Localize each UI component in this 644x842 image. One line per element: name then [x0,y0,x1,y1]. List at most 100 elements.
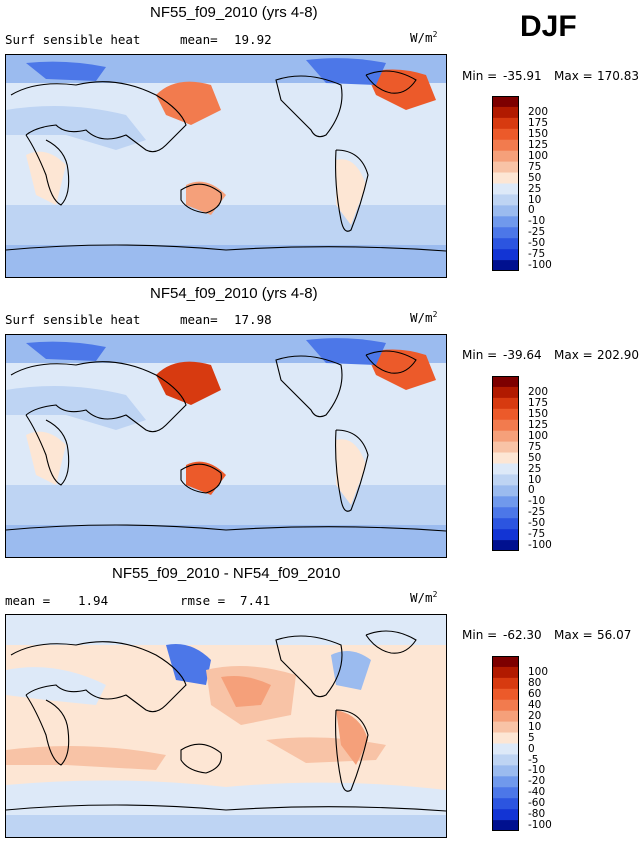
colorbar-swatch [492,787,519,799]
panel3-min-label: Min = [462,628,498,642]
colorbar-swatch [492,216,519,228]
units-exponent: 2 [432,30,438,39]
panel1-field-name: Surf sensible heat [5,32,141,47]
colorbar-level-label: -100 [528,539,552,552]
colorbar-level-label: -10 [528,495,546,508]
colorbar-swatch [492,666,519,679]
colorbar-level-label: -100 [528,259,552,272]
colorbar-swatch [492,732,519,744]
colorbar-swatch [492,798,519,810]
units-base: W/m [410,310,433,326]
panel2-map [5,334,447,558]
colorbar-level-label: -20 [528,775,546,788]
colorbar-level-label: -40 [528,786,546,799]
colorbar-swatch [492,260,519,272]
colorbar-swatch [492,249,519,261]
colorbar-border [492,96,519,271]
season-label: DJF [520,10,577,43]
panel2-field-name: Surf sensible heat [5,312,141,327]
colorbar-swatch [492,820,519,832]
colorbar-swatch [492,710,519,722]
colorbar-swatch [492,117,519,130]
colorbar-level-label: 100 [528,429,549,442]
colorbar-swatch [492,205,519,217]
colorbar-swatch [492,238,519,250]
panel1-colorbar [492,96,519,272]
colorbar-swatch [492,408,519,421]
colorbar-swatch [492,172,519,184]
panel2-mean-value: 17.98 [234,312,272,327]
colorbar-swatch [492,430,519,442]
units-exponent: 2 [432,590,438,599]
colorbar-swatch [492,688,519,701]
panel3-max-label: Max = [554,628,593,642]
colorbar-level-label: -25 [528,506,546,519]
panel3-mean-label: mean = [5,593,51,608]
colorbar-swatch [492,161,519,173]
colorbar-swatch [492,194,519,206]
colorbar-level-label: 200 [528,106,549,118]
colorbar-level-label: 150 [528,127,549,140]
colorbar-level-label: 200 [528,386,549,398]
colorbar-level-label: 125 [528,418,549,431]
colorbar-level-label: 80 [528,676,542,689]
colorbar-swatch [492,540,519,552]
panel1-map [5,54,447,278]
colorbar-swatch [492,656,519,668]
panel3-rmse-label: rmse = [180,593,226,608]
colorbar-swatch [492,474,519,486]
panel1-max-label: Max = [554,69,593,83]
colorbar-swatches [492,376,519,552]
colorbar-swatch [492,128,519,141]
colorbar-border [492,656,519,831]
colorbar-level-label: -10 [528,215,546,228]
colorbar-swatch [492,452,519,464]
panel2-colorbar [492,376,519,552]
panel1-min-label: Min = [462,69,498,83]
colorbar-level-label: -25 [528,226,546,239]
colorbar-swatches [492,656,519,832]
colorbar-swatch [492,376,519,388]
colorbar-level-label: -5 [528,753,539,766]
colorbar-level-label: 60 [528,687,542,700]
colorbar-swatch [492,96,519,108]
colorbar-level-label: 20 [528,709,542,722]
colorbar-level-label: 175 [528,396,549,409]
panel1-mean-value: 19.92 [234,32,272,47]
colorbar-swatch [492,183,519,195]
colorbar-level-label: 10 [528,473,542,486]
colorbar-swatch [492,529,519,541]
colorbar-border [492,376,519,551]
colorbar-swatch [492,765,519,777]
panel3-rmse-value: 7.41 [240,593,271,608]
panel1-mean-label: mean= [180,32,218,47]
colorbar-level-label: 100 [528,666,549,678]
colorbar-swatch [492,699,519,711]
colorbar-swatch [492,397,519,410]
colorbar-level-label: 10 [528,193,542,206]
colorbar-swatch [492,150,519,162]
panel2-max-value: 202.90 [597,348,639,362]
colorbar-level-label: -75 [528,248,546,261]
panel3-map [5,614,447,838]
colorbar-swatch [492,754,519,766]
colorbar-level-label: -50 [528,237,546,250]
colorbar-swatch [492,106,519,119]
colorbar-level-label: 25 [528,182,542,195]
panel3-max-value: 56.07 [597,628,632,642]
units-exponent: 2 [432,310,438,319]
colorbar-level-label: 40 [528,698,542,711]
colorbar-swatch [492,518,519,530]
colorbar-swatch [492,809,519,821]
colorbar-swatch [492,419,519,431]
panel2-max-label: Max = [554,348,593,362]
colorbar-level-label: 0 [528,742,535,755]
colorbar-swatch [492,441,519,453]
colorbar-level-label: 125 [528,138,549,151]
panel1-units: W/m2 [410,30,437,45]
colorbar-level-label: -75 [528,528,546,541]
colorbar-swatch [492,227,519,239]
colorbar-level-label: -80 [528,808,546,821]
colorbar-level-label: 150 [528,407,549,420]
colorbar-level-label: 75 [528,160,542,173]
